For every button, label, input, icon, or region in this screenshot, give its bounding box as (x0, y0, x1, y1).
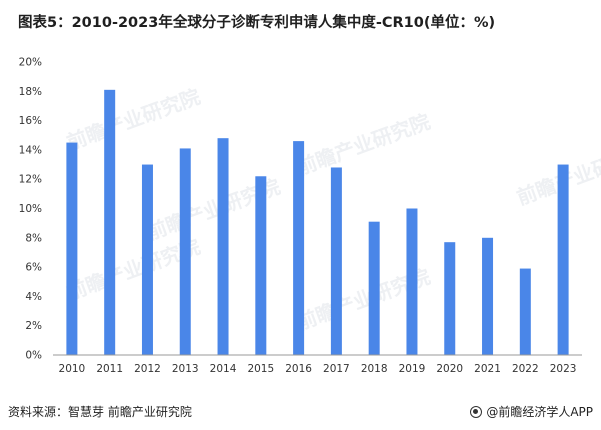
y-tick-label: 8% (25, 232, 42, 244)
x-tick-label: 2013 (172, 363, 199, 375)
y-tick-label: 10% (19, 203, 42, 215)
bars (66, 89, 569, 355)
x-tick-label: 2017 (323, 363, 350, 375)
x-tick-label: 2019 (399, 363, 426, 375)
y-tick-label: 16% (19, 115, 42, 127)
bar-2017 (330, 167, 342, 355)
x-tick-label: 2021 (474, 363, 501, 375)
bar-2015 (255, 176, 267, 355)
qianzhan-logo-icon (470, 405, 483, 418)
bar-2012 (141, 164, 153, 355)
bar-2020 (444, 242, 456, 355)
x-tick-label: 2018 (361, 363, 388, 375)
x-tick-label: 2020 (436, 363, 463, 375)
y-tick-label: 20% (19, 57, 42, 69)
bar-2018 (368, 221, 380, 355)
bar-2014 (217, 138, 229, 355)
x-tick-label: 2015 (247, 363, 274, 375)
y-tick-label: 14% (19, 144, 42, 156)
x-tick-label: 2014 (210, 363, 237, 375)
brand-credit: @前瞻经济学人APP (470, 403, 593, 420)
x-tick-label: 2010 (59, 363, 86, 375)
x-tick-label: 2022 (512, 363, 539, 375)
bar-2010 (66, 142, 78, 355)
x-tick-label: 2012 (134, 363, 161, 375)
y-tick-label: 2% (25, 320, 42, 332)
x-tick-label: 2016 (285, 363, 312, 375)
bar-2021 (482, 237, 494, 355)
x-tick-label: 2023 (550, 363, 577, 375)
brand-text: @前瞻经济学人APP (486, 405, 593, 419)
source-note: 资料来源：智慧芽 前瞻产业研究院 (8, 405, 192, 419)
watermark-text: 前瞻产业研究院 (514, 139, 601, 209)
bar-2011 (104, 89, 116, 355)
y-axis: 0% 2% 4% 6% 8% 10% 12% 14% 16% 18% 20% (19, 57, 42, 362)
y-tick-label: 12% (19, 174, 42, 186)
bar-2016 (293, 141, 305, 355)
chart-title: 图表5：2010-2023年全球分子诊断专利申请人集中度-CR10(单位：%) (18, 15, 496, 31)
bar-2013 (179, 148, 191, 355)
y-tick-label: 0% (25, 350, 42, 362)
y-tick-label: 6% (25, 262, 42, 274)
x-tick-label: 2011 (96, 363, 123, 375)
watermark-text: 前瞻产业研究院 (294, 109, 434, 179)
y-tick-label: 4% (25, 291, 42, 303)
x-axis: 2010 2011 2012 2013 2014 2015 2016 2017 2018 2019… (59, 363, 577, 375)
bar-2019 (406, 208, 418, 355)
bar-2022 (519, 268, 531, 355)
bar-2023 (557, 164, 569, 355)
watermark-text: 前瞻产业研究院 (64, 84, 204, 154)
y-tick-label: 18% (19, 86, 42, 98)
